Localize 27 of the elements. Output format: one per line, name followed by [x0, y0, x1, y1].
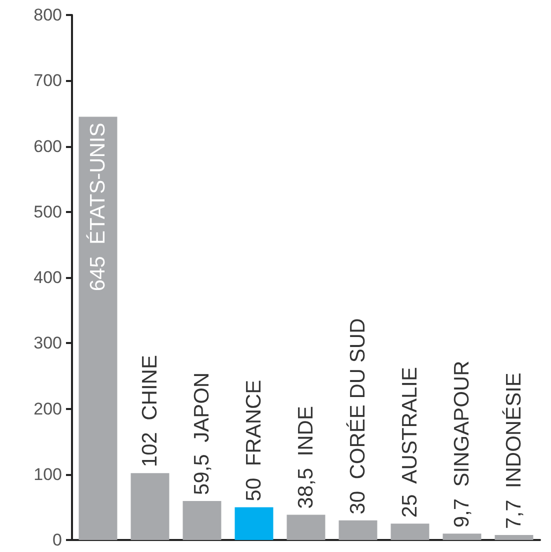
text: 25 AUSTRALIE [398, 367, 422, 518]
bar [286, 514, 326, 540]
text: 7,7 INDONÉSIE [502, 372, 526, 529]
text: 30 CORÉE DU SUD [346, 318, 370, 514]
bar [182, 500, 222, 540]
bar [130, 473, 170, 540]
text: 38,5 INDE [294, 406, 318, 509]
y-tick-label: 600 [34, 136, 62, 156]
y-tick-label: 200 [34, 399, 62, 418]
y-tick-label: 0 [52, 530, 62, 550]
text: 59,5 JAPON [190, 372, 214, 495]
text: 102 CHINE [138, 355, 162, 468]
bar [442, 534, 482, 540]
text: 50 FRANCE [242, 380, 266, 502]
bar [234, 507, 274, 540]
y-tick-label: 100 [34, 464, 62, 484]
y-tick-label: 800 [34, 6, 62, 24]
y-tick-label: 400 [34, 268, 62, 287]
text: 645 ÉTATS-UNIS [86, 122, 110, 292]
bar [338, 520, 378, 540]
y-tick-label: 500 [34, 202, 62, 222]
bar [390, 524, 430, 540]
bar [494, 534, 534, 540]
y-tick-label: 300 [34, 334, 62, 353]
text: 9,7 SINGAPOUR [450, 360, 474, 528]
y-tick-label: 700 [34, 71, 62, 90]
bar [78, 116, 118, 540]
